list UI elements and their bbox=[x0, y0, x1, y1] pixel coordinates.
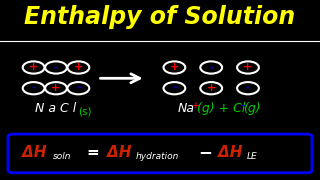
Circle shape bbox=[68, 82, 89, 94]
Circle shape bbox=[200, 82, 222, 94]
Circle shape bbox=[164, 82, 185, 94]
Text: -: - bbox=[172, 83, 177, 93]
Text: Na: Na bbox=[178, 102, 195, 115]
Circle shape bbox=[200, 61, 222, 74]
Text: +: + bbox=[192, 101, 200, 110]
Text: +: + bbox=[244, 62, 252, 73]
Text: +: + bbox=[74, 62, 83, 73]
Text: -: - bbox=[76, 83, 81, 93]
Circle shape bbox=[68, 61, 89, 74]
Text: -: - bbox=[54, 62, 58, 73]
Text: (s): (s) bbox=[78, 107, 92, 117]
Text: -: - bbox=[31, 83, 36, 93]
Circle shape bbox=[164, 61, 185, 74]
Text: hydration: hydration bbox=[136, 152, 180, 161]
Text: −: − bbox=[198, 143, 212, 161]
Text: ΔH: ΔH bbox=[218, 145, 242, 160]
Text: (g) + Cl: (g) + Cl bbox=[197, 102, 245, 115]
FancyBboxPatch shape bbox=[8, 134, 312, 173]
Text: +: + bbox=[207, 83, 216, 93]
Text: (g): (g) bbox=[243, 102, 261, 115]
Circle shape bbox=[23, 82, 44, 94]
Text: N a C l: N a C l bbox=[36, 102, 76, 115]
Text: ΔH: ΔH bbox=[107, 145, 132, 160]
Text: Enthalpy of Solution: Enthalpy of Solution bbox=[24, 5, 296, 29]
Text: +: + bbox=[29, 62, 38, 73]
Text: -: - bbox=[246, 83, 250, 93]
Text: +: + bbox=[52, 83, 60, 93]
Text: -: - bbox=[209, 62, 213, 73]
Circle shape bbox=[237, 82, 259, 94]
Text: LE: LE bbox=[246, 152, 257, 161]
Text: −: − bbox=[240, 101, 247, 110]
Text: =: = bbox=[86, 145, 99, 160]
Text: soln: soln bbox=[53, 152, 71, 161]
Circle shape bbox=[45, 61, 67, 74]
Circle shape bbox=[45, 82, 67, 94]
Text: ΔH: ΔH bbox=[22, 145, 47, 160]
Circle shape bbox=[237, 61, 259, 74]
Circle shape bbox=[23, 61, 44, 74]
Text: +: + bbox=[170, 62, 179, 73]
